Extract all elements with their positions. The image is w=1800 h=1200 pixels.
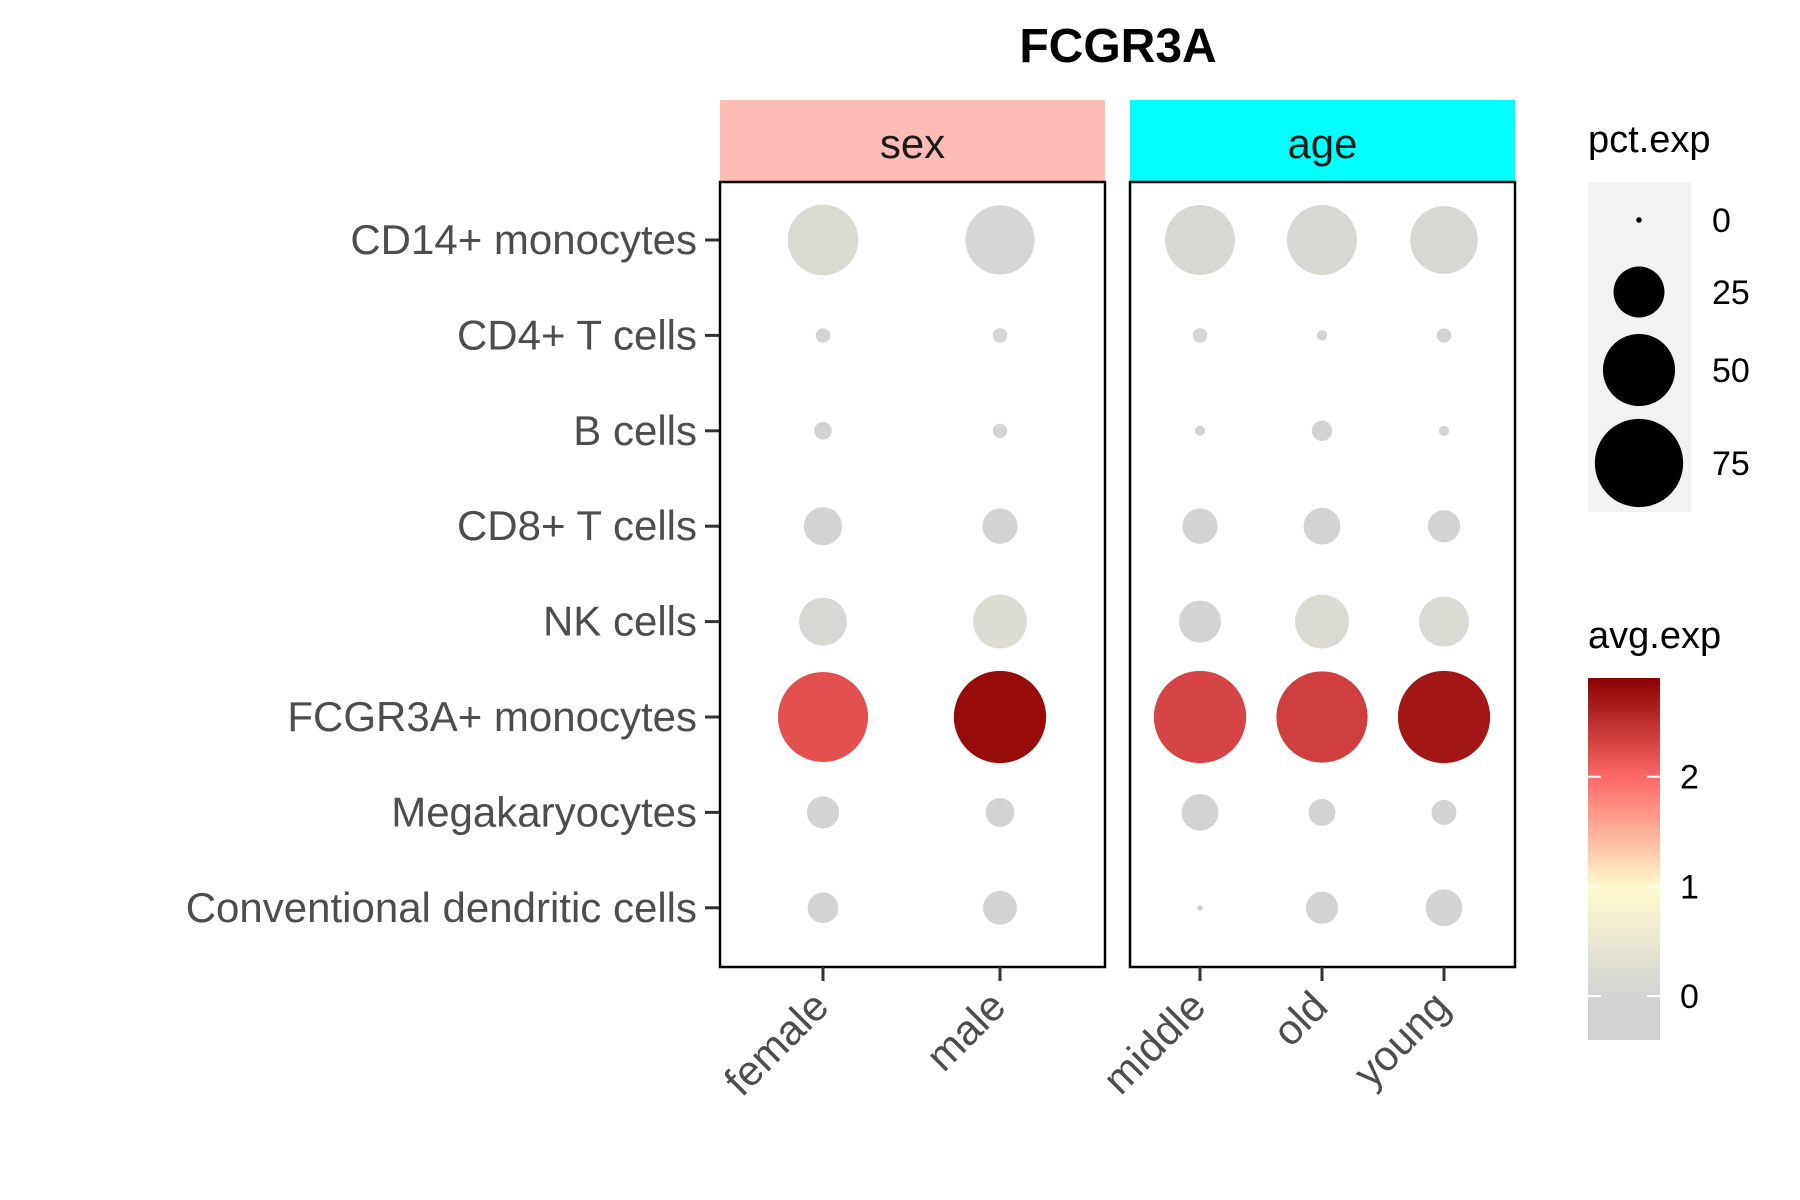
dot-age-middle [1181, 794, 1219, 831]
dot-age-old [1311, 420, 1333, 441]
size-legend-label: 0 [1712, 202, 1731, 240]
dot-age-old [1287, 205, 1357, 275]
dot-sex-female [806, 796, 840, 829]
plot-layer: CD14+ monocytes CD4+ T cells B cells CD8+ T… [186, 100, 1517, 1105]
dot-sex-male [953, 670, 1047, 764]
size-legend-label: 50 [1712, 352, 1750, 390]
x-tick-label: young [1344, 982, 1458, 1096]
dot-age-young [1431, 799, 1457, 825]
color-legend-bar [1588, 678, 1660, 1040]
dot-age-young [1438, 425, 1450, 436]
dot-sex-male [965, 205, 1035, 275]
color-legend-label: 0 [1680, 978, 1699, 1016]
dot-sex-female [787, 204, 859, 276]
dot-age-middle [1182, 508, 1218, 544]
dot-sex-male [983, 890, 1017, 925]
size-legend-key [1602, 333, 1676, 407]
dot-age-young [1397, 670, 1491, 764]
facet-strip-sex [720, 100, 1105, 182]
y-tick-label: B cells [573, 407, 697, 454]
y-tick-label: Conventional dendritic cells [186, 884, 697, 931]
size-legend-key [1594, 418, 1684, 508]
dot-age-middle [1153, 670, 1247, 764]
color-legend-label: 2 [1680, 759, 1699, 797]
dot-age-young [1425, 889, 1463, 927]
size-legend-title: pct.exp [1588, 119, 1711, 161]
dot-age-old [1305, 891, 1339, 924]
dot-sex-male [992, 423, 1008, 439]
dot-age-middle [1194, 425, 1206, 436]
dot-age-middle [1178, 600, 1222, 643]
dot-age-old [1303, 507, 1341, 545]
facet-panel-age [1128, 180, 1517, 969]
dot-age-old [1295, 594, 1349, 649]
y-tick-label: CD14+ monocytes [350, 216, 697, 263]
facet-strip-label: sex [880, 120, 945, 167]
facet-strip-label: age [1287, 120, 1357, 167]
x-tick-label: female [715, 982, 837, 1104]
dot-sex-female [815, 328, 831, 343]
dot-sex-female [807, 892, 839, 924]
size-legend-key [1613, 266, 1665, 318]
dot-sex-male [982, 508, 1018, 544]
y-tick-label: CD8+ T cells [457, 502, 697, 549]
dot-sex-female [777, 671, 869, 763]
dot-age-old [1308, 798, 1336, 826]
color-legend-title: avg.exp [1588, 615, 1721, 657]
dot-age-old [1316, 330, 1328, 341]
y-tick-label: Megakaryocytes [391, 788, 697, 835]
chart-title: FCGR3A [1019, 20, 1216, 73]
dot-sex-male [992, 328, 1008, 343]
y-tick-label: NK cells [543, 598, 697, 645]
dot-sex-female [799, 597, 847, 646]
dot-age-old [1276, 671, 1368, 763]
dot-age-middle [1192, 328, 1208, 343]
dot-sex-female [814, 421, 832, 440]
size-legend-key [1636, 217, 1642, 223]
dot-age-young [1436, 328, 1452, 343]
x-tick-label: middle [1094, 982, 1215, 1103]
size-legend-label: 25 [1712, 274, 1750, 312]
dot-age-middle [1165, 205, 1235, 275]
dot-sex-male [973, 594, 1027, 649]
y-tick-label: FCGR3A+ monocytes [287, 693, 697, 740]
dot-age-young [1419, 596, 1469, 647]
legend-layer: pct.exp 0 25 50 75 avg.exp 0 1 2 [1588, 119, 1750, 1040]
y-tick-label: CD4+ T cells [457, 311, 697, 358]
facet-panel-sex [718, 180, 1107, 969]
color-legend-label: 1 [1680, 868, 1699, 906]
dot-sex-female [803, 507, 843, 546]
dot-age-young [1410, 206, 1478, 274]
facet-strip-age [1130, 100, 1515, 182]
size-legend-label: 75 [1712, 445, 1750, 483]
x-tick-label: old [1263, 982, 1336, 1055]
dot-sex-male [985, 797, 1015, 827]
dot-age-young [1427, 510, 1461, 543]
dot-age-middle [1197, 905, 1203, 911]
x-tick-label: male [917, 982, 1015, 1080]
